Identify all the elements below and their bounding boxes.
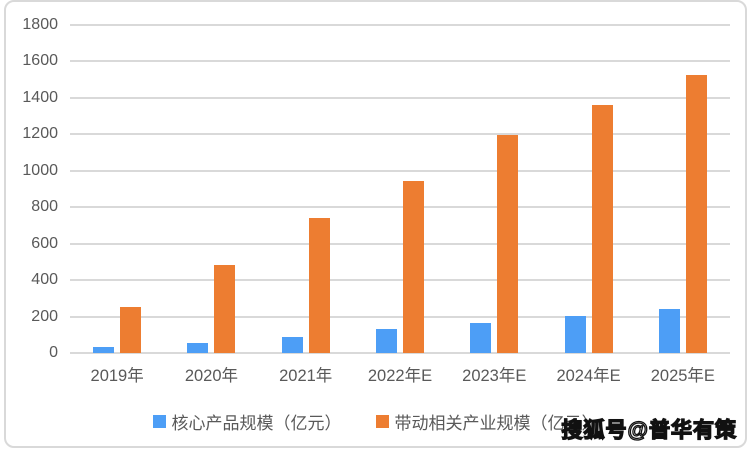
y-tick-1200: 1200 (22, 125, 58, 143)
y-tick-1400: 1400 (22, 88, 58, 106)
gridline-1200 (70, 133, 730, 136)
bar-series0-2019年 (93, 346, 115, 353)
legend-item-core-product: 核心产品规模（亿元） (152, 409, 342, 434)
y-tick-1000: 1000 (22, 161, 58, 179)
category-column-2022年E (353, 25, 447, 353)
category-column-2020年 (164, 25, 258, 353)
gridline-600 (70, 242, 730, 245)
gridline-1400 (70, 96, 730, 99)
y-tick-200: 200 (31, 307, 58, 325)
x-tick-2024年E: 2024年E (556, 367, 621, 385)
gridline-1000 (70, 169, 730, 172)
bar-series0-2022年E (375, 329, 397, 353)
gridline-200 (70, 315, 730, 318)
x-tick-2020年: 2020年 (184, 367, 239, 385)
legend-swatch-core-product (152, 415, 166, 428)
plot-area (70, 24, 730, 354)
bar-series0-2023年E (470, 322, 492, 353)
x-tick-2019年: 2019年 (90, 367, 144, 385)
gridline-800 (70, 206, 730, 209)
bar-series1-2019年 (120, 307, 142, 353)
bar-series1-2022年E (402, 180, 424, 353)
bars-container (70, 25, 730, 353)
legend-swatch-related-industry (375, 415, 389, 428)
chart-frame: 0 200 400 600 800 1000 1200 1400 1600 1800 2019年 2… (4, 0, 747, 448)
gridline-400 (70, 279, 730, 282)
y-tick-1800: 1800 (22, 16, 58, 33)
legend-label-core-product: 核心产品规模（亿元） (171, 414, 342, 433)
bar-series0-2025年E (658, 309, 680, 353)
gridline-1600 (70, 60, 730, 63)
category-column-2025年E (636, 25, 730, 353)
bar-series0-2020年 (187, 342, 209, 353)
watermark: 搜狐号@普华有策 (561, 418, 737, 442)
y-tick-0: 0 (49, 344, 58, 361)
legend-item-related-industry: 带动相关产业规模（亿元） (375, 409, 599, 434)
bar-series0-2024年E (564, 315, 586, 353)
x-tick-2025年E: 2025年E (650, 367, 715, 385)
bar-series1-2023年E (497, 135, 519, 353)
category-column-2021年 (259, 25, 353, 353)
legend: 核心产品规模（亿元） 带动相关产业规模（亿元） (6, 409, 745, 434)
category-column-2023年E (447, 25, 541, 353)
legend-label-related-industry: 带动相关产业规模（亿元） (394, 414, 599, 433)
x-tick-2021年: 2021年 (279, 367, 333, 385)
bar-series1-2020年 (214, 264, 236, 353)
y-tick-400: 400 (31, 271, 58, 289)
bar-series0-2021年 (281, 336, 303, 353)
gridline-1800 (70, 24, 730, 26)
x-tick-2022年E: 2022年E (367, 367, 433, 385)
category-column-2024年E (541, 25, 635, 353)
gridline-0 (70, 352, 730, 354)
y-tick-800: 800 (31, 198, 58, 216)
bar-series1-2021年 (308, 218, 330, 353)
y-tick-1600: 1600 (22, 52, 58, 70)
category-column-2019年 (70, 25, 164, 353)
y-tick-600: 600 (31, 234, 58, 252)
x-tick-2023年E: 2023年E (462, 367, 527, 385)
bar-series1-2024年E (591, 105, 613, 353)
bar-series1-2025年E (685, 75, 707, 353)
x-axis-labels: 2019年 2020年 2021年 2022年E 2023年E 2024年E 2025年E (70, 362, 730, 386)
